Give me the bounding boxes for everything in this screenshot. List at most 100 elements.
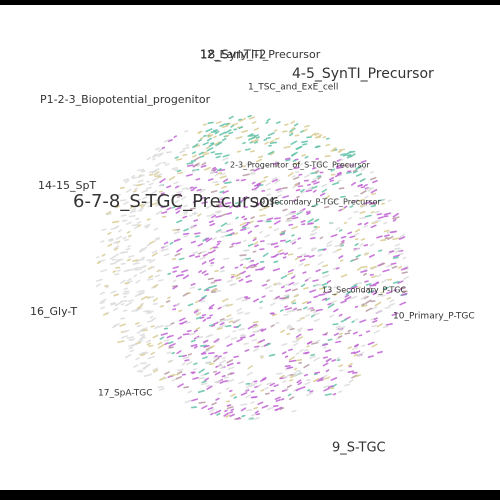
point	[190, 240, 196, 244]
point	[158, 387, 165, 391]
cluster-label: P1-2-3_Biopotential_progenitor	[40, 93, 211, 106]
point	[201, 261, 207, 265]
point	[336, 179, 342, 183]
point	[224, 134, 230, 137]
point	[284, 355, 289, 358]
point	[367, 289, 374, 294]
point	[372, 179, 378, 184]
point	[286, 217, 293, 220]
point	[133, 364, 139, 368]
point	[369, 284, 377, 287]
point	[222, 157, 229, 161]
point	[384, 306, 391, 309]
point	[317, 253, 323, 257]
point	[174, 156, 179, 159]
point	[129, 210, 137, 214]
point	[352, 200, 359, 203]
point	[152, 153, 159, 159]
point	[198, 138, 203, 142]
point	[154, 274, 161, 278]
point	[386, 290, 393, 295]
point	[303, 128, 308, 132]
point	[183, 386, 190, 389]
point	[394, 243, 401, 247]
point	[128, 255, 135, 258]
point	[389, 299, 395, 303]
point	[269, 141, 278, 144]
point	[355, 173, 363, 177]
point	[228, 115, 234, 120]
point	[174, 193, 182, 196]
point	[344, 294, 350, 298]
point	[136, 329, 143, 334]
point	[203, 134, 207, 137]
point	[340, 300, 347, 304]
point	[251, 338, 258, 342]
point	[332, 392, 337, 396]
point	[139, 258, 145, 262]
point	[176, 373, 180, 376]
point	[369, 201, 376, 205]
point	[292, 274, 297, 277]
point	[325, 244, 333, 248]
point	[155, 162, 162, 167]
point	[190, 339, 196, 343]
point	[304, 278, 309, 282]
point	[288, 348, 293, 352]
point	[217, 306, 222, 310]
point	[186, 360, 193, 366]
point	[106, 212, 112, 216]
point	[359, 216, 367, 220]
point	[214, 279, 222, 282]
point	[214, 371, 221, 376]
point	[259, 231, 263, 234]
point	[284, 157, 291, 160]
point	[209, 314, 213, 317]
point	[100, 240, 105, 243]
point	[152, 158, 156, 161]
point	[208, 351, 215, 355]
point	[286, 310, 292, 313]
point	[331, 181, 340, 186]
point	[205, 361, 212, 364]
point	[287, 393, 292, 397]
point	[353, 353, 358, 357]
point	[245, 297, 251, 300]
point	[229, 411, 234, 414]
point	[299, 316, 305, 320]
point	[153, 171, 160, 176]
point	[217, 205, 225, 208]
point	[121, 219, 128, 222]
point	[302, 271, 307, 274]
point	[274, 396, 281, 401]
point	[284, 364, 291, 368]
point	[201, 270, 207, 275]
point	[211, 324, 215, 327]
point	[190, 343, 198, 348]
point	[383, 212, 392, 216]
point	[194, 162, 200, 167]
point	[401, 292, 406, 295]
point	[168, 342, 176, 348]
point	[152, 302, 158, 306]
point	[397, 280, 404, 285]
point	[142, 196, 148, 200]
point	[195, 300, 200, 304]
point	[329, 387, 335, 390]
point	[269, 312, 274, 315]
point	[315, 170, 320, 173]
point	[193, 310, 199, 314]
point	[291, 409, 297, 413]
point	[325, 290, 331, 294]
point	[141, 334, 146, 338]
point	[364, 252, 370, 256]
point	[245, 389, 250, 392]
point	[195, 235, 200, 238]
point	[250, 263, 256, 267]
point	[227, 279, 233, 283]
point	[250, 216, 255, 220]
point	[333, 332, 339, 337]
point	[376, 323, 384, 328]
point	[245, 257, 251, 260]
